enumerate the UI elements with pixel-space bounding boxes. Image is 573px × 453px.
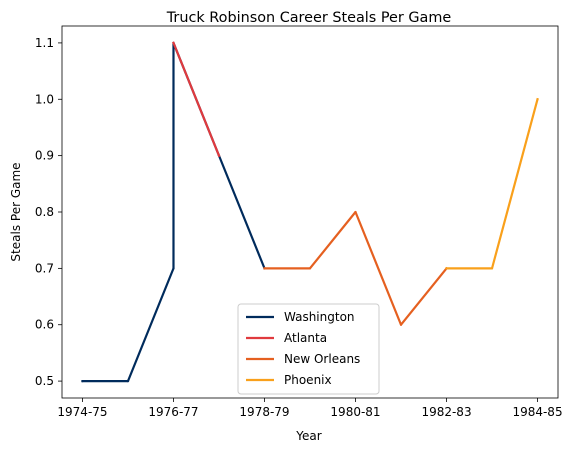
data-point [172, 267, 175, 270]
y-tick-label: 0.9 [35, 149, 54, 163]
data-point [81, 379, 84, 383]
data-point [263, 267, 266, 270]
chart-title: Truck Robinson Career Steals Per Game [166, 10, 452, 26]
data-point [217, 154, 221, 157]
data-point [308, 267, 312, 270]
data-point [490, 267, 494, 270]
x-tick-label: 1976-77 [148, 405, 198, 419]
data-point [445, 267, 448, 270]
data-point [126, 379, 130, 383]
y-tick-label: 1.0 [35, 92, 54, 106]
series-line [81, 41, 266, 383]
y-tick-label: 1.1 [35, 36, 54, 50]
legend: Washington Atlanta New Orleans Phoenix [237, 303, 380, 395]
y-axis: 0.5 0.6 0.7 0.8 0.9 1.0 1.1 [35, 36, 62, 388]
data-point [354, 210, 357, 214]
data-point [536, 98, 539, 101]
legend-label: Atlanta [284, 331, 327, 345]
series-3 [445, 97, 539, 270]
series-line [172, 41, 221, 158]
y-tick-label: 0.5 [35, 374, 54, 388]
x-tick-label: 1978-79 [239, 405, 289, 419]
x-axis: 1974-75 1976-77 1978-79 1980-81 1982-83 1984-… [57, 398, 563, 419]
legend-frame [237, 303, 380, 395]
y-tick-label: 0.6 [35, 318, 54, 332]
series-1 [172, 41, 221, 158]
x-tick-label: 1980-81 [330, 405, 380, 419]
x-tick-label: 1974-75 [57, 405, 107, 419]
data-point [172, 41, 175, 45]
series-layer [81, 41, 539, 383]
y-axis-title: Steals Per Game [9, 162, 23, 261]
x-axis-title: Year [295, 429, 321, 443]
legend-label: New Orleans [284, 352, 360, 366]
data-point [399, 323, 403, 326]
x-tick-label: 1984-85 [512, 405, 562, 419]
y-tick-label: 0.7 [35, 261, 54, 275]
x-tick-label: 1982-83 [421, 405, 471, 419]
y-tick-label: 0.8 [35, 205, 54, 219]
legend-label: Washington [284, 310, 355, 324]
legend-label: Phoenix [284, 373, 332, 387]
